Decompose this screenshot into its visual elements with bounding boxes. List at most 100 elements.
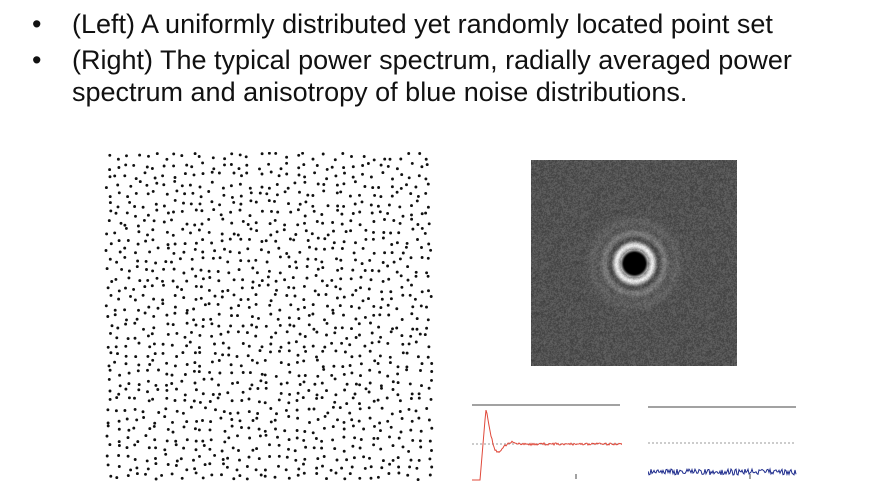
sample-point: [342, 182, 346, 186]
sample-point: [323, 318, 326, 322]
sample-point: [201, 161, 205, 165]
sample-point: [143, 171, 147, 175]
sample-point: [376, 362, 380, 365]
sample-point: [173, 311, 177, 315]
sample-point: [123, 255, 127, 259]
sample-point: [360, 262, 364, 266]
sample-point: [146, 379, 150, 383]
sample-point: [295, 429, 299, 432]
sample-point: [376, 436, 380, 440]
sample-point: [342, 295, 346, 299]
sample-point: [273, 418, 277, 422]
sample-point: [336, 208, 340, 212]
sample-point: [310, 232, 314, 236]
sample-point: [293, 294, 297, 298]
sample-point: [146, 192, 150, 196]
sample-point: [232, 278, 236, 282]
sample-point: [229, 210, 233, 214]
sample-point: [401, 351, 405, 355]
sample-point: [410, 419, 414, 423]
sample-point: [210, 360, 214, 364]
sample-point: [399, 186, 403, 190]
sample-point: [164, 452, 168, 456]
sample-point: [127, 276, 131, 280]
sample-point: [358, 354, 362, 358]
sample-point: [250, 315, 254, 319]
sample-point: [333, 447, 337, 451]
sample-point: [255, 325, 258, 329]
sample-point: [391, 380, 395, 384]
sample-point: [115, 476, 119, 480]
sample-point: [120, 267, 124, 271]
sample-point: [390, 185, 394, 189]
sample-point: [390, 251, 394, 255]
sample-point: [266, 275, 270, 279]
sample-point: [212, 167, 216, 171]
sample-point: [343, 388, 347, 392]
sample-point: [241, 324, 245, 328]
sample-point: [331, 425, 335, 429]
sample-point: [147, 305, 151, 309]
sample-point: [420, 384, 423, 388]
sample-point: [134, 251, 137, 255]
sample-point: [425, 326, 429, 330]
sample-point: [162, 204, 166, 208]
sample-point: [364, 387, 368, 391]
sample-point: [306, 239, 310, 242]
sample-point: [358, 223, 362, 227]
sample-point: [298, 250, 302, 254]
sample-point: [383, 218, 386, 221]
sample-point: [293, 181, 297, 185]
sample-point: [199, 296, 203, 300]
sample-point: [227, 436, 231, 440]
sample-point: [225, 465, 229, 469]
sample-point: [426, 182, 430, 186]
sample-point: [387, 472, 391, 475]
sample-point: [369, 476, 373, 480]
sample-point: [180, 476, 184, 480]
sample-point: [263, 358, 267, 362]
sample-point: [417, 174, 421, 178]
sample-point: [380, 297, 384, 301]
sample-point: [129, 184, 133, 188]
sample-point: [395, 190, 399, 194]
sample-point: [396, 365, 400, 369]
sample-point: [180, 288, 184, 291]
sample-point: [175, 331, 179, 335]
sample-point: [171, 279, 175, 283]
sample-point: [254, 258, 258, 262]
sample-point: [351, 293, 355, 297]
sample-point: [353, 202, 357, 206]
sample-point: [317, 293, 321, 297]
sample-point: [127, 428, 131, 432]
sample-point: [389, 330, 393, 334]
sample-point: [401, 293, 405, 297]
sample-point: [164, 407, 168, 411]
sample-point: [240, 286, 244, 290]
sample-point: [359, 438, 363, 441]
sample-point: [426, 318, 430, 322]
sample-point: [248, 186, 252, 190]
sample-point: [232, 232, 236, 236]
sample-point: [311, 303, 315, 307]
sample-point: [409, 458, 413, 462]
sample-point: [217, 324, 221, 328]
sample-point: [405, 183, 408, 187]
sample-point: [119, 221, 123, 225]
blue-noise-point-set: [104, 152, 434, 482]
sample-point: [352, 251, 356, 255]
sample-point: [220, 232, 224, 236]
sample-point: [204, 406, 207, 410]
sample-point: [411, 438, 415, 442]
sample-point: [424, 191, 428, 195]
sample-point: [287, 316, 291, 320]
sample-point: [400, 417, 404, 420]
sample-point: [326, 233, 330, 237]
sample-point: [358, 383, 362, 387]
sample-point: [400, 285, 404, 289]
sample-point: [363, 466, 367, 470]
sample-point: [350, 327, 353, 331]
sample-point: [273, 475, 277, 479]
sample-point: [260, 172, 264, 176]
sample-point: [381, 279, 385, 283]
